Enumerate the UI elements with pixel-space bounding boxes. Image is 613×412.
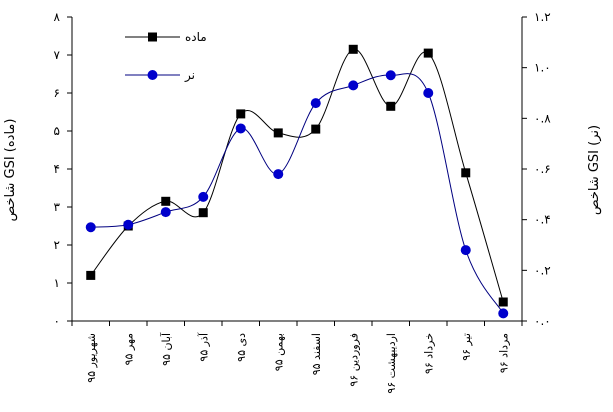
x-tick-label: مهر ۹۵ [122, 333, 135, 365]
series-line-left [90, 48, 504, 303]
data-point-female [236, 109, 246, 119]
y-right-tick-label: ۰.۲ [534, 263, 551, 277]
data-point-male [423, 88, 434, 98]
y-right-tick-label: ۰.۸ [534, 111, 551, 125]
y-right-tick-label: ۰.۴ [534, 213, 551, 227]
x-tick-label: دی ۹۵ [235, 333, 248, 362]
data-point-female [348, 44, 358, 54]
data-point-female [86, 270, 96, 280]
legend-label: نر [184, 68, 195, 83]
y-right-tick-label: ۱.۰ [534, 61, 551, 75]
legend-marker-square [148, 32, 157, 42]
data-point-male [310, 98, 321, 109]
data-point-female [198, 208, 208, 218]
data-point-female [311, 124, 321, 134]
y-right-axis-title: شاخص GSI (نر) [587, 125, 602, 215]
axes: ۰ ۱ ۲ ۳ ۴ ۵ ۶ ۷ ۸ ۰.۰ ۰.۲ ۰.۴ ۰.۶ ۰.۸ ۱.۰ ۱.۲ شهریور ۹۵ م… [54, 10, 552, 394]
data-point-female [461, 168, 471, 178]
y-left-tick-label: ۳ [54, 200, 61, 214]
x-tick-label: تیر ۹۶ [460, 333, 473, 361]
data-point-female [386, 101, 396, 111]
data-point-male [160, 207, 171, 218]
y-left-tick-label: ۰ [54, 314, 60, 328]
data-point-female [498, 297, 508, 307]
data-point-male [348, 80, 359, 91]
plot-area [85, 44, 509, 319]
x-tick-label: خرداد ۹۶ [422, 333, 435, 374]
y-left-tick-label: ۸ [54, 10, 61, 24]
data-point-female [161, 196, 171, 206]
x-tick-label: اردیبهشت ۹۶ [385, 333, 398, 394]
y-left-tick-label: ۵ [54, 124, 60, 138]
data-point-male [123, 219, 134, 230]
y-left-tick-label: ۴ [54, 162, 60, 176]
data-point-female [423, 48, 433, 58]
data-point-male [85, 222, 96, 233]
y-left-tick-label: ۲ [54, 238, 60, 252]
x-tick-label: فروردین ۹۶ [347, 333, 360, 387]
data-point-male [235, 123, 246, 134]
y-right-tick-label: ۰.۶ [534, 162, 551, 176]
legend-label: ماده [185, 30, 207, 44]
x-tick-label: آذر ۹۵ [196, 332, 210, 362]
x-tick-label: بهمن ۹۵ [272, 333, 285, 371]
legend: ماده نر [125, 30, 207, 83]
data-point-male [273, 169, 284, 180]
y-right-tick-label: ۱.۲ [534, 10, 551, 24]
data-point-male [460, 245, 471, 256]
data-point-male [498, 308, 509, 319]
y-left-axis-title: شاخص GSI (ماده) [3, 119, 18, 222]
y-left-tick-label: ۱ [54, 276, 60, 290]
x-tick-label: آبان ۹۵ [159, 332, 173, 366]
y-right-tick-label: ۰.۰ [534, 314, 551, 328]
series-line-right [90, 73, 504, 314]
x-tick-label: مرداد ۹۶ [497, 333, 510, 373]
y-left-tick-label: ۶ [54, 86, 60, 100]
x-tick-label: شهریور ۹۵ [85, 333, 98, 383]
data-point-female [273, 128, 283, 138]
y-left-tick-label: ۷ [54, 48, 61, 62]
data-point-male [385, 70, 396, 81]
x-tick-label: اسفند ۹۵ [310, 333, 323, 375]
data-point-male [198, 191, 209, 202]
legend-marker-circle [147, 70, 158, 80]
